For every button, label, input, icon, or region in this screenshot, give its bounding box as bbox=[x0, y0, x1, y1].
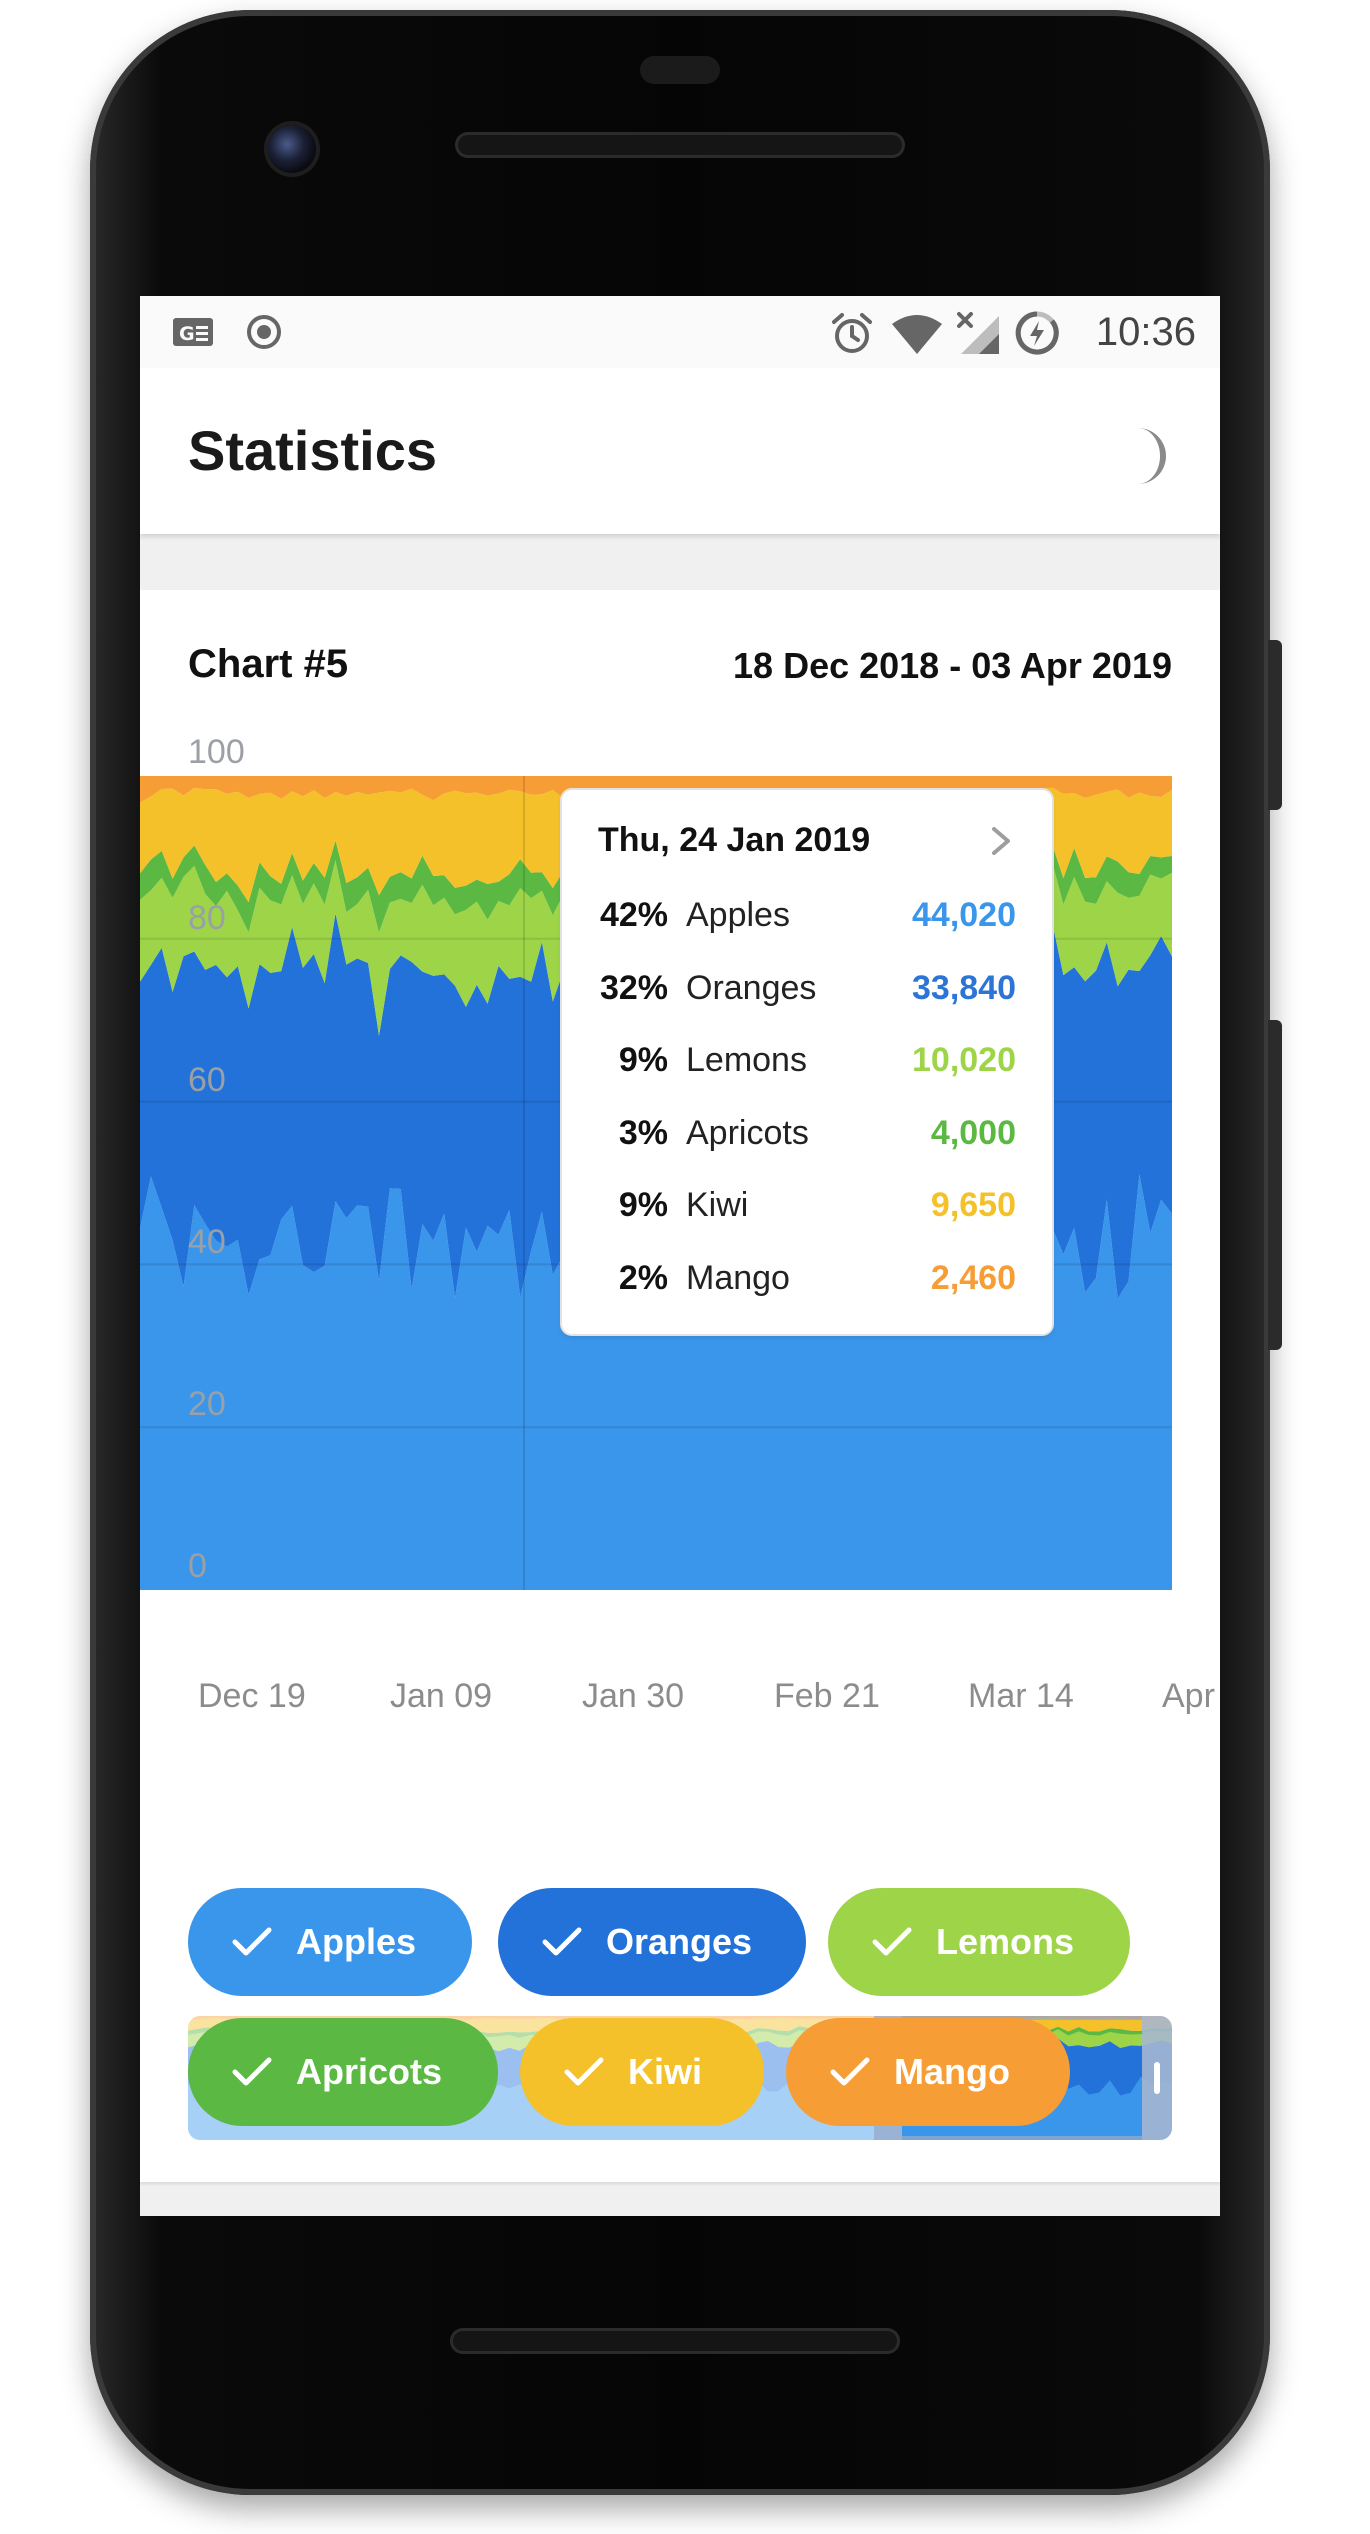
series-area-apricots bbox=[140, 840, 1172, 933]
chart-title: Chart #5 bbox=[188, 642, 349, 686]
tooltip-value: 9,650 bbox=[930, 1186, 1016, 1224]
chart-tooltip[interactable]: Thu, 24 Jan 2019 42% Apples 44,020 32% Orang… bbox=[562, 790, 1052, 1334]
filter-chip-apricots[interactable]: Apricots bbox=[188, 2018, 498, 2126]
tooltip-row: 9% Kiwi 9,650 bbox=[562, 1178, 1052, 1232]
tooltip-series-name: Kiwi bbox=[686, 1186, 749, 1224]
x-tick-label: Mar 14 bbox=[968, 1677, 1074, 1715]
filter-chip-label: Mango bbox=[894, 2051, 1010, 2092]
no-signal-icon bbox=[955, 310, 1001, 356]
filter-chip-apples[interactable]: Apples bbox=[188, 1888, 472, 1996]
tooltip-percent: 32% bbox=[599, 968, 668, 1007]
bottom-speaker bbox=[450, 2328, 900, 2354]
tooltip-value: 4,000 bbox=[930, 1113, 1016, 1152]
handle-grip bbox=[1154, 2062, 1160, 2094]
tooltip-value: 10,020 bbox=[912, 1041, 1016, 1079]
check-icon bbox=[872, 1927, 912, 1956]
check-icon bbox=[564, 2057, 604, 2086]
tooltip-row: 32% Oranges 33,840 bbox=[562, 961, 1052, 1015]
filter-chip-kiwi[interactable]: Kiwi bbox=[520, 2018, 764, 2126]
tooltip-row: 2% Mango 2,460 bbox=[562, 1251, 1052, 1305]
filter-chip-label: Oranges bbox=[606, 1921, 753, 1962]
filter-chip-mango[interactable]: Mango bbox=[786, 2018, 1070, 2126]
tooltip-percent: 3% bbox=[618, 1113, 668, 1152]
battery-charging-icon bbox=[1014, 310, 1060, 356]
tooltip-percent: 9% bbox=[618, 1186, 668, 1224]
navigator-window-border bbox=[902, 2136, 1142, 2140]
wifi-icon bbox=[890, 312, 944, 356]
y-tick-label: 60 bbox=[188, 1061, 226, 1099]
tooltip-date: Thu, 24 Jan 2019 bbox=[598, 821, 871, 859]
tooltip-value: 2,460 bbox=[930, 1258, 1016, 1297]
x-tick-label: Feb 21 bbox=[774, 1677, 880, 1715]
y-tick-label: 80 bbox=[188, 899, 226, 937]
clock: 10:36 bbox=[1095, 310, 1196, 354]
check-icon bbox=[542, 1927, 582, 1956]
x-tick-label: Jan 09 bbox=[390, 1677, 493, 1715]
earpiece-speaker bbox=[455, 132, 905, 158]
x-tick-label: Jan 30 bbox=[582, 1677, 685, 1715]
x-tick-label: Apr bbox=[1162, 1677, 1215, 1715]
tooltip-row: 3% Apricots 4,000 bbox=[562, 1106, 1052, 1160]
check-icon bbox=[232, 2057, 272, 2086]
tooltip-percent: 42% bbox=[599, 896, 668, 934]
tooltip-series-name: Lemons bbox=[686, 1041, 807, 1079]
tooltip-value: 44,020 bbox=[912, 896, 1016, 934]
chart-date-range: 18 Dec 2018 - 03 Apr 2019 bbox=[733, 645, 1172, 686]
x-tick-label: Dec 19 bbox=[198, 1677, 306, 1715]
tooltip-percent: 2% bbox=[618, 1258, 668, 1297]
tooltip-series-name: Apricots bbox=[686, 1113, 809, 1152]
tooltip-percent: 9% bbox=[618, 1041, 668, 1079]
screen: G bbox=[140, 296, 1220, 2216]
tooltip-series-name: Mango bbox=[686, 1258, 790, 1297]
filter-chip-label: Kiwi bbox=[628, 2051, 703, 2092]
tooltip-row: 9% Lemons 10,020 bbox=[562, 1033, 1052, 1087]
filter-chip-label: Apples bbox=[296, 1921, 417, 1962]
theme-toggle-button[interactable] bbox=[1112, 424, 1176, 488]
y-tick-label: 0 bbox=[188, 1547, 207, 1585]
y-tick-label: 100 bbox=[188, 733, 245, 771]
filter-chip-lemons[interactable]: Lemons bbox=[828, 1888, 1130, 1996]
chart-card: Chart #5 18 Dec 2018 - 03 Apr 2019 100 8… bbox=[140, 590, 1220, 2182]
y-tick-label: 20 bbox=[188, 1385, 226, 1423]
check-icon bbox=[830, 2057, 870, 2086]
status-bar: G bbox=[140, 296, 1220, 368]
tooltip-series-name: Oranges bbox=[686, 968, 817, 1007]
y-tick-label: 40 bbox=[188, 1223, 226, 1261]
tooltip-series-name: Apples bbox=[686, 896, 790, 934]
svg-text:G: G bbox=[179, 323, 195, 345]
check-icon bbox=[232, 1927, 272, 1956]
alarm-icon bbox=[830, 312, 874, 356]
moon-icon bbox=[1138, 428, 1166, 484]
app-bar: Statistics bbox=[140, 368, 1220, 534]
front-camera bbox=[268, 125, 316, 173]
filter-chip-label: Apricots bbox=[296, 2051, 443, 2092]
tooltip-row: 42% Apples 44,020 bbox=[562, 888, 1052, 942]
chevron-right-icon[interactable] bbox=[988, 826, 1014, 856]
page-title: Statistics bbox=[188, 419, 437, 482]
filter-chip-oranges[interactable]: Oranges bbox=[498, 1888, 806, 1996]
tooltip-value: 33,840 bbox=[912, 968, 1016, 1007]
sensor bbox=[640, 56, 720, 84]
record-icon bbox=[246, 315, 282, 349]
filter-chip-label: Lemons bbox=[936, 1921, 1075, 1962]
volume-button bbox=[1268, 1020, 1282, 1350]
power-button bbox=[1268, 640, 1282, 810]
g-lens-icon: G bbox=[172, 316, 214, 348]
series-area-mango bbox=[140, 776, 1172, 803]
